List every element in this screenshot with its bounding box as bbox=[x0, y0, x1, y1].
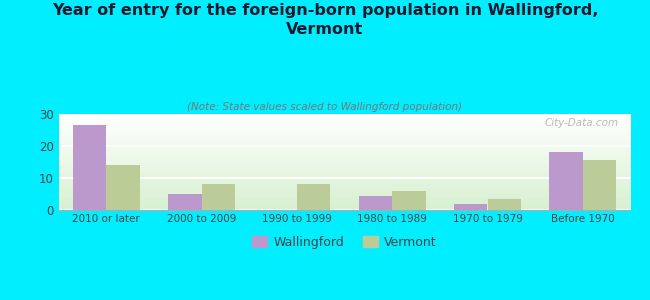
Text: City-Data.com: City-Data.com bbox=[545, 118, 619, 128]
Bar bbox=[359, 196, 392, 210]
Bar bbox=[202, 184, 235, 210]
Text: (Note: State values scaled to Wallingford population): (Note: State values scaled to Wallingfor… bbox=[187, 102, 463, 112]
Bar bbox=[168, 194, 202, 210]
Bar bbox=[297, 184, 330, 210]
Text: Year of entry for the foreign-born population in Wallingford,
Vermont: Year of entry for the foreign-born popul… bbox=[52, 3, 598, 37]
Bar bbox=[454, 204, 488, 210]
Bar bbox=[392, 191, 426, 210]
Bar bbox=[583, 160, 616, 210]
Bar bbox=[106, 165, 140, 210]
Bar bbox=[73, 125, 106, 210]
Bar bbox=[549, 152, 583, 210]
Legend: Wallingford, Vermont: Wallingford, Vermont bbox=[247, 231, 442, 254]
Bar bbox=[488, 199, 521, 210]
